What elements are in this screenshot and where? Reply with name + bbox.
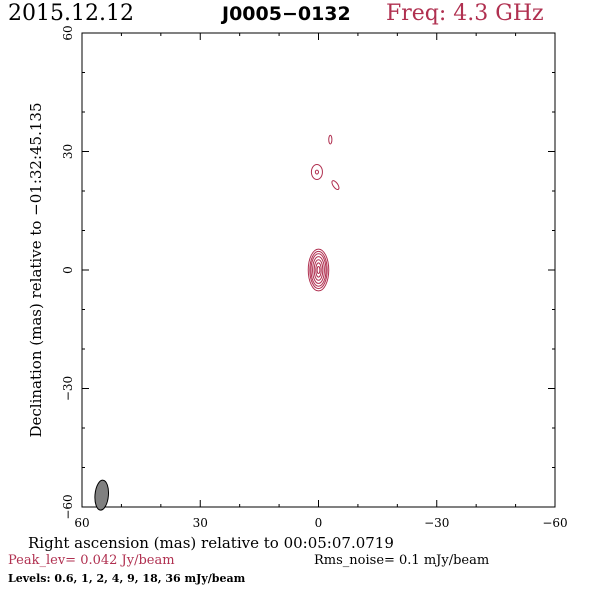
x-axis-label: Right ascension (mas) relative to 00:05:… xyxy=(28,534,394,552)
y-tick-label-1: −30 xyxy=(61,376,75,401)
plot-frame xyxy=(81,32,556,508)
y-axis-label: Declination (mas) relative to −01:32:45.… xyxy=(27,102,45,437)
x-tick-label-0: 60 xyxy=(74,516,89,530)
contour-ring-0-6 xyxy=(316,265,321,275)
contour-ring-0-5 xyxy=(315,262,322,278)
peak-level: Peak_lev= 0.042 Jy/beam xyxy=(8,553,175,568)
contour-levels: Levels: 0.6, 1, 2, 4, 9, 18, 36 mJy/beam xyxy=(8,572,246,585)
contour-ring-1-1 xyxy=(314,169,320,175)
contour-ring-0-0 xyxy=(307,248,330,292)
source-name: J0005−0132 xyxy=(222,3,351,25)
contour-ring-3-0 xyxy=(328,134,333,145)
contour-ring-0-2 xyxy=(310,253,327,287)
contour-ring-0-3 xyxy=(312,256,325,284)
beam-ellipse xyxy=(94,479,110,511)
x-tick-label-1: 30 xyxy=(193,516,208,530)
y-tick-label-0: −60 xyxy=(61,494,75,519)
y-tick-label-3: 30 xyxy=(61,144,75,159)
contour-ring-1-0 xyxy=(310,164,323,181)
frequency-label: Freq: 4.3 GHz xyxy=(386,1,544,26)
x-tick-label-4: −60 xyxy=(542,516,567,530)
beam-shape xyxy=(94,479,110,511)
contour-ring-0-1 xyxy=(309,250,328,290)
epoch-date: 2015.12.12 xyxy=(8,1,134,26)
rms-noise: Rms_noise= 0.1 mJy/beam xyxy=(314,553,490,568)
tick-marks xyxy=(81,32,556,508)
y-tick-label-2: 0 xyxy=(61,266,75,274)
x-tick-label-2: 0 xyxy=(315,516,323,530)
contour-ring-0-4 xyxy=(313,259,324,281)
contour-set xyxy=(307,134,340,292)
contour-ring-2-0 xyxy=(331,180,340,190)
tick-labels: 60 30 0 −30 −60 −60 −30 0 30 60 xyxy=(61,25,568,530)
x-tick-label-3: −30 xyxy=(424,516,449,530)
y-tick-label-4: 60 xyxy=(61,25,75,40)
